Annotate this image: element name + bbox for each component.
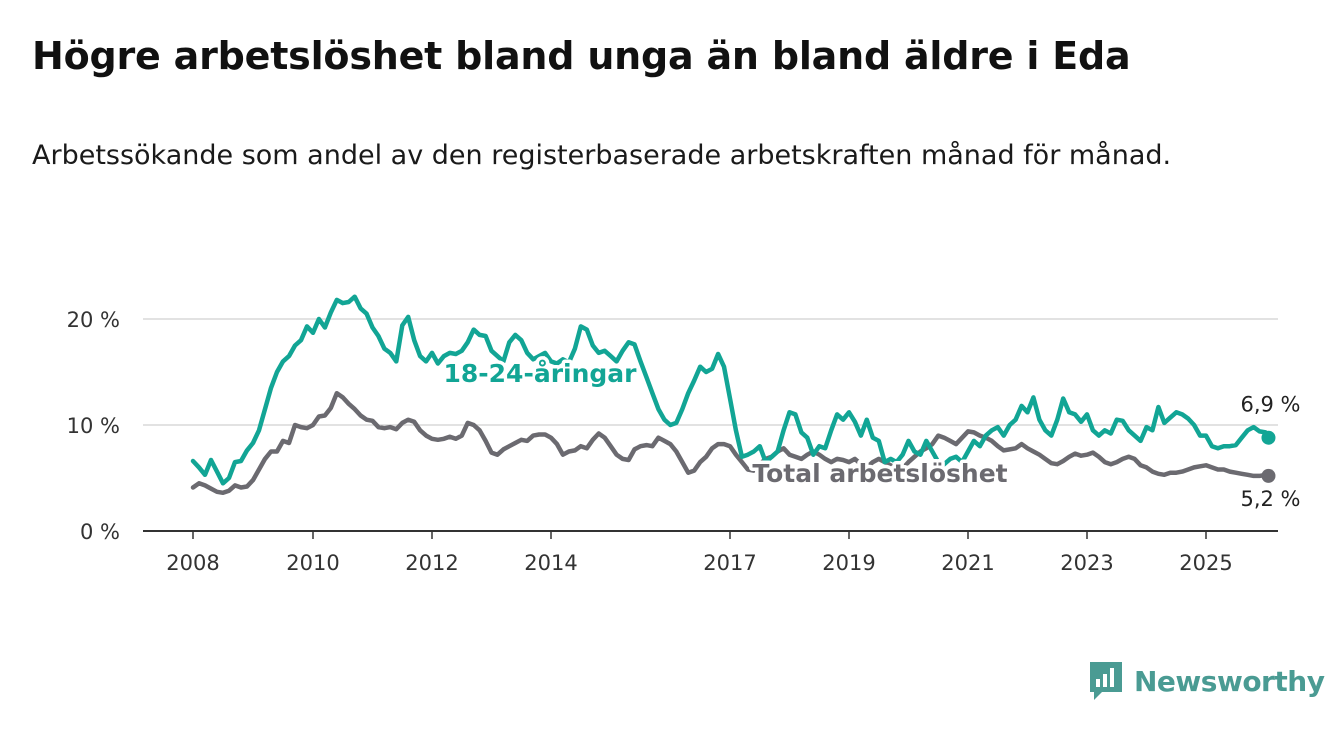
- series-name-halo-1: Total arbetslöshet: [752, 459, 1007, 488]
- x-tick-label-5: 2019: [822, 551, 875, 575]
- series-line-0: [190, 294, 1271, 486]
- series-name-halo-0: 18-24-åringar: [444, 359, 638, 388]
- end-value-label-0: 6,9 %: [1240, 393, 1300, 417]
- x-axis: 2008 2010 2012 2014 2017 2019 2021 2023 2025: [143, 530, 1278, 575]
- x-tick-label-3: 2014: [524, 551, 577, 575]
- x-tick-label-1: 2010: [286, 551, 339, 575]
- series-line-1: [190, 390, 1271, 496]
- x-tick-label-4: 2017: [703, 551, 756, 575]
- end-value-label-1: 5,2 %: [1240, 487, 1300, 511]
- x-tick-label-7: 2023: [1060, 551, 1113, 575]
- x-tick-label-2: 2012: [405, 551, 458, 575]
- series-endpoint-1: [1261, 468, 1276, 483]
- y-axis-labels: 0 % 10 % 20 %: [67, 308, 120, 544]
- brand-name: Newsworthy: [1134, 664, 1325, 698]
- y-tick-label-0: 0 %: [80, 520, 120, 544]
- series-endpoint-0: [1261, 430, 1276, 445]
- newsworthy-logo-icon: [1090, 662, 1122, 700]
- y-tick-label-1: 10 %: [67, 414, 120, 438]
- chart-title: Högre arbetslöshet bland unga än bland ä…: [32, 34, 1131, 78]
- brand-logo: Newsworthy: [1088, 660, 1325, 702]
- series-lines: [190, 294, 1276, 496]
- x-tick-label-8: 2025: [1179, 551, 1232, 575]
- chart-subtitle: Arbetssökande som andel av den registerb…: [32, 140, 1172, 171]
- series-name-1: Total arbetslöshet: [752, 459, 1007, 488]
- x-tick-label-0: 2008: [166, 551, 219, 575]
- end-value-halo-1: 5,2 %: [1240, 487, 1300, 511]
- y-tick-label-2: 20 %: [67, 308, 120, 332]
- x-tick-label-6: 2021: [941, 551, 994, 575]
- end-value-halo-0: 6,9 %: [1240, 393, 1300, 417]
- series-name-0: 18-24-åringar: [444, 359, 638, 388]
